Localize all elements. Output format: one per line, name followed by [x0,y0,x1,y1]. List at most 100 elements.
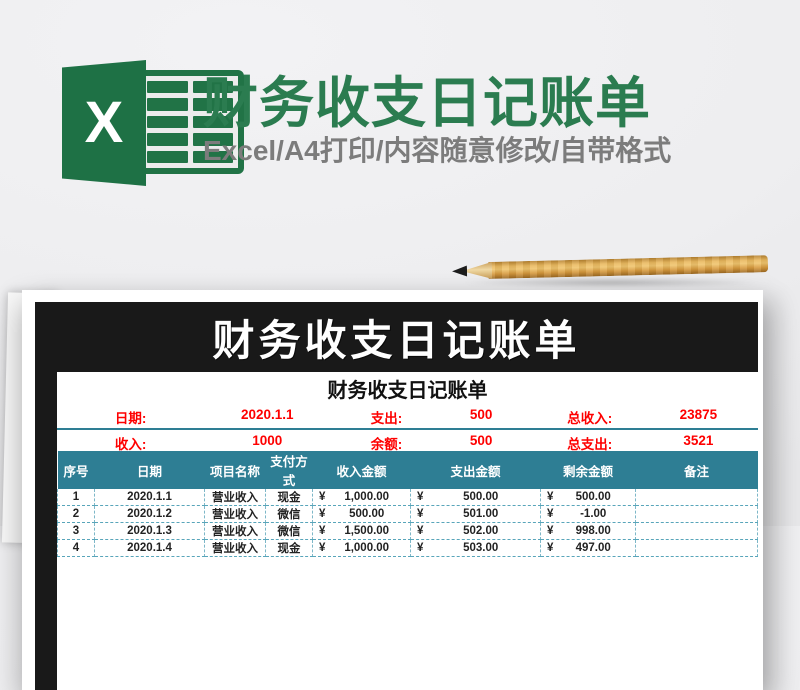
currency-symbol: ¥ [319,491,326,503]
cell-no: 2 [57,505,95,523]
col-header-no: 序号 [57,451,95,489]
table-row: 4 2020.1.4 营业收入 现金 ¥1,000.00 ¥503.00 ¥49… [57,539,758,557]
excel-logo: X [62,60,244,186]
sheet-title: 财务收支日记账单 [327,380,488,402]
summary-value: 2020.1.1 [241,407,294,422]
cell-date: 2020.1.1 [94,489,205,506]
summary-row-2: 收入: 1000 余额: 500 总支出: 3521 [57,430,758,452]
table-row: 2 2020.1.2 营业收入 微信 ¥500.00 ¥501.00 ¥ -1.0… [57,505,758,523]
col-header-balance: 剩余金额 [540,451,636,489]
cell-note [635,522,758,540]
cell-item: 营业收入 [204,539,266,557]
currency-symbol: ¥ [417,491,424,503]
paper-card: 财务收支日记账单 财务收支日记账单 日期: 2020.1.1 支出: 500 总… [22,290,763,690]
cell-item: 营业收入 [204,505,266,523]
amount: 1,000.00 [344,542,390,554]
summary-label: 收入: [114,437,147,452]
banner-title: 财务收支日记账单 [212,316,581,364]
cell-income: ¥1,000.00 [312,489,411,506]
col-header-note: 备注 [635,451,758,489]
pencil-graphite-tip [452,265,467,276]
currency-symbol: ¥ [547,508,554,520]
amount: 998.00 [575,525,611,537]
table-row: 1 2020.1.1 营业收入 现金 ¥1,000.00 ¥500.00 ¥50… [57,489,758,506]
black-panel: 财务收支日记账单 财务收支日记账单 日期: 2020.1.1 支出: 500 总… [35,302,758,690]
currency-symbol: ¥ [417,508,424,520]
promo-title: 财务收支日记账单 [203,72,652,134]
promo-subtitle: Excel/A4打印/内容随意修改/自带格式 [203,135,672,166]
amount: -1.00 [580,508,607,520]
amount: 501.00 [463,508,499,520]
teal-divider [57,428,758,430]
summary-value: 500 [469,407,493,422]
logo-letter: X [84,90,124,155]
col-header-date: 日期 [94,451,205,489]
col-header-method: 支付方式 [265,451,313,489]
currency-symbol: ¥ [417,525,424,537]
summary-label: 余额: [370,437,403,452]
excel-x-icon: X [62,60,146,186]
col-header-item: 项目名称 [204,451,266,489]
cell-method: 微信 [265,505,313,523]
pencil-shadow [460,278,760,287]
cell-expense: ¥503.00 [410,539,541,557]
cell-income: ¥1,500.00 [312,522,411,540]
currency-symbol: ¥ [319,525,326,537]
cell-date: 2020.1.3 [94,522,205,540]
amount: 500.00 [349,508,385,520]
cell-date: 2020.1.2 [94,505,205,523]
cell-expense: ¥501.00 [410,505,541,523]
table-row: 3 2020.1.3 营业收入 微信 ¥1,500.00 ¥502.00 ¥99… [57,522,758,540]
cell-method: 微信 [265,522,313,540]
summary-value: 500 [469,433,493,448]
cell-income: ¥500.00 [312,505,411,523]
summary-row-1: 日期: 2020.1.1 支出: 500 总收入: 23875 [57,404,758,428]
summary-label: 总支出: [567,437,613,452]
summary-value: 23875 [679,407,718,422]
cell-item: 营业收入 [204,489,266,506]
amount: 502.00 [463,525,499,537]
cell-note [635,505,758,523]
pencil-image [452,255,769,280]
summary-label: 总收入: [567,411,613,426]
cell-balance: ¥ -1.00 [540,505,636,523]
table-header-row: 序号 日期 项目名称 支付方式 收入金额 支出金额 剩余金额 备注 [57,451,758,489]
summary-value: 1000 [252,433,283,448]
amount: 497.00 [575,542,611,554]
summary-label: 支出: [370,411,403,426]
currency-symbol: ¥ [417,542,424,554]
currency-symbol: ¥ [319,542,326,554]
spreadsheet-grid-icon [136,70,244,174]
cell-date: 2020.1.4 [94,539,205,557]
cell-note [635,489,758,506]
ledger-table: 序号 日期 项目名称 支付方式 收入金额 支出金额 剩余金额 备注 1 2020… [57,451,758,557]
cell-item: 营业收入 [204,522,266,540]
amount: 500.00 [463,491,499,503]
amount: 503.00 [463,542,499,554]
cell-no: 4 [57,539,95,557]
amount: 1,000.00 [344,491,390,503]
cell-note [635,539,758,557]
cell-method: 现金 [265,539,313,557]
amount: 500.00 [575,491,611,503]
cell-expense: ¥502.00 [410,522,541,540]
cell-balance: ¥998.00 [540,522,636,540]
cell-balance: ¥500.00 [540,489,636,506]
amount: 1,500.00 [344,525,390,537]
spreadsheet-preview: 财务收支日记账单 日期: 2020.1.1 支出: 500 总收入: 23875… [57,372,758,690]
cell-method: 现金 [265,489,313,506]
col-header-expense: 支出金额 [410,451,541,489]
pencil-body [487,255,769,279]
currency-symbol: ¥ [547,525,554,537]
cell-expense: ¥500.00 [410,489,541,506]
currency-symbol: ¥ [547,491,554,503]
cell-no: 3 [57,522,95,540]
currency-symbol: ¥ [547,542,554,554]
col-header-income: 收入金额 [312,451,411,489]
summary-value: 3521 [683,433,714,448]
cell-income: ¥1,000.00 [312,539,411,557]
currency-symbol: ¥ [319,508,326,520]
summary-label: 日期: [114,411,147,426]
cell-balance: ¥497.00 [540,539,636,557]
cell-no: 1 [57,489,95,506]
